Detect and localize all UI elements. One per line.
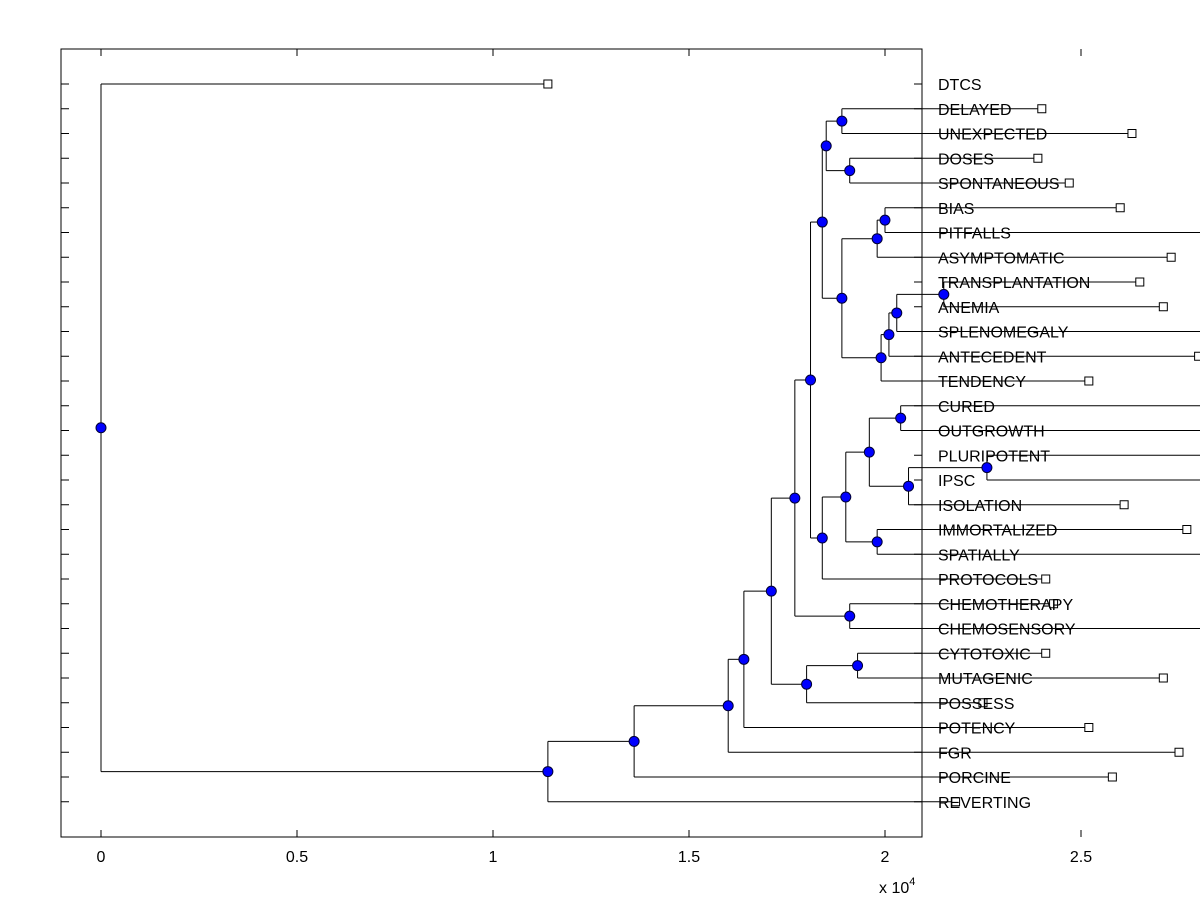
- branch-node-marker: [863, 446, 875, 458]
- leaf-label-cured: CURED: [938, 399, 995, 416]
- leaf-marker: [1127, 129, 1137, 138]
- branch-node-marker: [938, 288, 950, 300]
- branch-node-marker: [903, 480, 915, 492]
- branch-node-marker: [789, 492, 801, 504]
- branch-node-marker: [816, 532, 828, 544]
- leaf-marker: [1037, 104, 1047, 114]
- branch-node-marker: [895, 412, 907, 424]
- leaf-label-pluripotent: PLURIPOTENT: [938, 448, 1050, 465]
- branch-node-marker: [875, 352, 887, 364]
- leaf-label-cytotoxic: CYTOTOXIC: [938, 646, 1031, 663]
- branch-node-marker: [879, 214, 891, 226]
- branch-node-marker: [844, 610, 856, 622]
- leaf-label-spontaneous: SPONTANEOUS: [938, 176, 1060, 193]
- leaf-label-tendency: TENDENCY: [938, 374, 1026, 391]
- leaf-label-antecedent: ANTECEDENT: [938, 349, 1047, 366]
- branch-node-marker: [722, 700, 734, 712]
- branch-node-marker: [738, 653, 750, 665]
- leaf-marker: [1166, 252, 1176, 262]
- x-axis-multiplier-base: x 10: [879, 880, 909, 897]
- branch-node-marker: [805, 374, 817, 386]
- leaf-label-possess: POSSESS: [938, 696, 1014, 713]
- leaf-label-spatially: SPATIALLY: [938, 547, 1020, 564]
- leaf-marker: [1158, 302, 1168, 312]
- x-tick-label: 2.5: [1070, 849, 1092, 866]
- leaf-marker: [1182, 525, 1192, 534]
- leaf-marker: [1115, 203, 1125, 213]
- leaf-marker: [1049, 599, 1059, 609]
- branch-node-marker: [820, 140, 832, 152]
- x-tick-label: 2: [881, 849, 890, 866]
- leaf-label-transplantation: TRANSPLANTATION: [938, 275, 1090, 292]
- left-tick-marks: [61, 83, 69, 803]
- branch-node-markers: [95, 115, 993, 778]
- leaf-marker: [1033, 153, 1043, 163]
- leaf-marker: [1158, 673, 1168, 683]
- leaf-marker: [1119, 500, 1129, 510]
- leaf-label-mutagenic: MUTAGENIC: [938, 671, 1033, 688]
- branch-node-marker: [981, 462, 993, 474]
- leaf-marker: [1194, 351, 1200, 361]
- leaf-marker: [1174, 747, 1184, 757]
- leaf-label-isolation: ISOLATION: [938, 498, 1022, 515]
- leaf-label-ipsc: IPSC: [938, 473, 975, 490]
- branch-node-marker: [836, 292, 848, 304]
- x-tick-label: 0: [97, 849, 106, 866]
- leaf-marker: [1135, 277, 1145, 287]
- leaf-label-unexpected: UNEXPECTED: [938, 127, 1047, 144]
- leaf-label-bias: BIAS: [938, 201, 974, 218]
- x-axis-tick-marks: [100, 49, 1082, 837]
- leaf-marker: [951, 797, 961, 807]
- branch-node-marker: [852, 660, 864, 672]
- leaf-marker: [1041, 648, 1051, 658]
- leaf-marker: [1107, 772, 1117, 782]
- leaf-markers: [543, 79, 1200, 807]
- leaf-label-fgr: FGR: [938, 745, 972, 762]
- leaf-label-chemotherapy: CHEMOTHERAPY: [938, 597, 1073, 614]
- leaf-label-immortalized: IMMORTALIZED: [938, 523, 1057, 540]
- leaf-label-potency: POTENCY: [938, 721, 1016, 738]
- leaf-label-chemosensory: CHEMOSENSORY: [938, 622, 1076, 639]
- leaf-label-anemia: ANEMIA: [938, 300, 1000, 317]
- x-tick-label: 1: [489, 849, 498, 866]
- branch-node-marker: [816, 216, 828, 228]
- leaf-label-pitfalls: PITFALLS: [938, 226, 1011, 243]
- branch-node-marker: [836, 115, 848, 127]
- branch-node-marker: [628, 735, 640, 747]
- branch-node-marker: [891, 307, 903, 319]
- branch-node-marker: [95, 422, 107, 434]
- leaf-label-protocols: PROTOCOLS: [938, 572, 1038, 589]
- plot-area-frame: [60, 48, 923, 838]
- leaf-marker: [978, 698, 988, 708]
- leaf-label-outgrowth: OUTGROWTH: [938, 424, 1045, 441]
- branch-node-marker: [871, 233, 883, 245]
- leaf-label-porcine: PORCINE: [938, 770, 1011, 787]
- branch-node-marker: [883, 329, 895, 341]
- branch-node-marker: [844, 165, 856, 177]
- leaf-label-delayed: DELAYED: [938, 102, 1012, 119]
- leaf-label-asymptomatic: ASYMPTOMATIC: [938, 250, 1065, 267]
- leaf-label-reverting: REVERTING: [938, 795, 1031, 812]
- x-axis-tick-labels: 00.511.522.533.54: [97, 849, 1093, 866]
- leaf-marker: [543, 79, 553, 89]
- leaf-label-doses: DOSES: [938, 151, 994, 168]
- leaf-labels: DTCS DELAYED UNEXPECTED DOSES SPONTANEOUS BIA…: [938, 77, 1090, 812]
- leaf-label-splenomegaly: SPLENOMEGALY: [938, 325, 1069, 342]
- branch-node-marker: [542, 766, 554, 778]
- leaf-marker: [1041, 574, 1051, 584]
- x-axis-multiplier-exponent: 4: [909, 876, 915, 888]
- branch-node-marker: [765, 585, 777, 597]
- leaf-marker: [1064, 178, 1074, 188]
- leaf-marker: [1084, 723, 1094, 732]
- branch-node-marker: [871, 536, 883, 548]
- x-axis-multiplier: x 104: [879, 876, 915, 897]
- branch-node-marker: [840, 491, 852, 503]
- leaf-label-dtcs: DTCS: [938, 77, 982, 94]
- branch-node-marker: [801, 678, 813, 690]
- x-tick-label: 1.5: [678, 849, 700, 866]
- leaf-marker: [1084, 376, 1094, 386]
- x-tick-label: 0.5: [286, 849, 308, 866]
